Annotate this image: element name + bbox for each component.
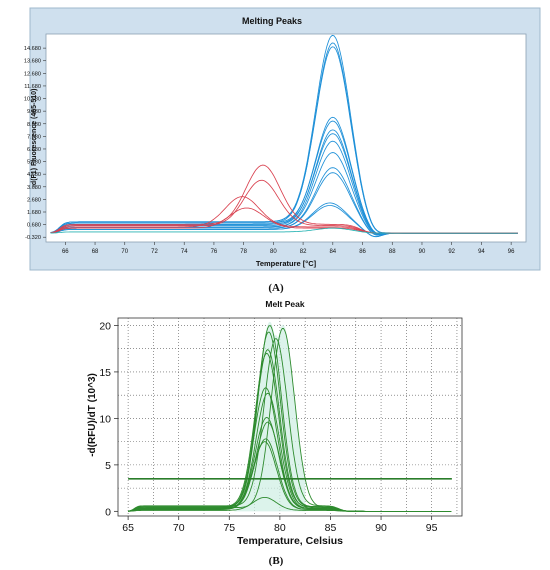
b-y-tick-label: 20 <box>99 320 111 332</box>
caption-b: (B) <box>269 555 284 567</box>
a-x-tick-label: 82 <box>300 249 307 255</box>
panel-a-x-axis-label: Temperature [°C] <box>256 259 317 268</box>
panel-b-title: Melt Peak <box>265 299 304 309</box>
a-y-tick-label: -0.320 <box>25 235 41 241</box>
b-y-tick-label: 15 <box>99 367 111 379</box>
a-x-tick-label: 94 <box>478 249 485 255</box>
a-x-tick-label: 68 <box>92 249 99 255</box>
a-x-tick-label: 92 <box>448 249 455 255</box>
b-x-tick-label: 70 <box>173 522 185 534</box>
panel-b-y-axis-label: -d(RFU)/dT (10^3) <box>87 373 98 457</box>
a-x-tick-label: 66 <box>62 249 69 255</box>
panel-b: Melt Peak 0 5 10 15 20 65 70 75 80 85 90 95 -d(RFU… <box>87 299 463 547</box>
a-y-tick-label: 7.680 <box>27 134 41 140</box>
a-x-tick-label: 90 <box>419 249 426 255</box>
a-x-tick-label: 78 <box>240 249 247 255</box>
a-y-tick-label: 1.680 <box>27 210 41 216</box>
a-y-tick-label: 9.680 <box>27 109 41 115</box>
b-x-tick-label: 65 <box>122 522 134 534</box>
a-x-tick-label: 96 <box>508 249 515 255</box>
a-x-tick-label: 76 <box>211 249 218 255</box>
b-x-tick-label: 90 <box>375 522 387 534</box>
panel-b-x-axis-label: Temperature, Celsius <box>237 535 343 547</box>
panel-a-plot-area <box>45 33 527 243</box>
a-y-tick-label: 8.680 <box>27 122 41 128</box>
a-x-tick-label: 72 <box>151 249 158 255</box>
a-y-tick-label: 12.680 <box>24 71 41 77</box>
panel-a-x-ticks: 66 68 70 72 74 76 78 80 82 84 86 88 90 92 94 96 <box>62 242 515 255</box>
a-x-tick-label: 86 <box>359 249 366 255</box>
a-x-tick-label: 74 <box>181 249 188 255</box>
a-y-tick-label: 3.680 <box>27 185 41 191</box>
a-y-tick-label: 0.680 <box>27 223 41 229</box>
b-y-tick-label: 5 <box>105 460 111 472</box>
a-x-tick-label: 70 <box>121 249 128 255</box>
a-x-tick-label: 80 <box>270 249 277 255</box>
a-x-tick-label: 88 <box>389 249 396 255</box>
panel-b-y-ticks: 0 5 10 15 20 <box>99 320 118 518</box>
panel-b-curves <box>128 324 452 512</box>
b-y-tick-label: 0 <box>105 506 111 518</box>
a-y-tick-label: 11.680 <box>24 84 41 90</box>
a-series-curve <box>50 227 518 234</box>
panel-a: Melting Peaks -0.320 0.680 1.680 2.680 3.680… <box>24 7 541 271</box>
b-x-tick-label: 95 <box>426 522 438 534</box>
panel-a-title: Melting Peaks <box>242 16 302 26</box>
b-x-tick-label: 80 <box>274 522 286 534</box>
a-y-tick-label: 14.680 <box>24 46 41 52</box>
panel-b-x-ticks: 65 70 75 80 85 90 95 <box>122 516 438 534</box>
a-y-tick-label: 10.680 <box>24 97 41 103</box>
a-y-tick-label: 4.680 <box>27 172 41 178</box>
b-x-tick-label: 85 <box>325 522 337 534</box>
b-x-tick-label: 75 <box>223 522 235 534</box>
panel-a-y-axis-label: -d(F1) Fluorescence (465-510) <box>31 89 38 188</box>
b-y-tick-label: 10 <box>99 413 111 425</box>
a-y-tick-label: 6.680 <box>27 147 41 153</box>
panel-a-curves <box>50 34 518 238</box>
a-y-tick-label: 2.680 <box>27 197 41 203</box>
a-x-tick-label: 84 <box>329 249 336 255</box>
a-y-tick-label: 13.680 <box>24 59 41 65</box>
a-y-tick-label: 5.680 <box>27 160 41 166</box>
b-series-curve <box>128 496 452 512</box>
panel-a-y-ticks: -0.320 0.680 1.680 2.680 3.680 4.680 5.680 6.68… <box>24 46 46 241</box>
caption-a: (A) <box>268 282 284 294</box>
